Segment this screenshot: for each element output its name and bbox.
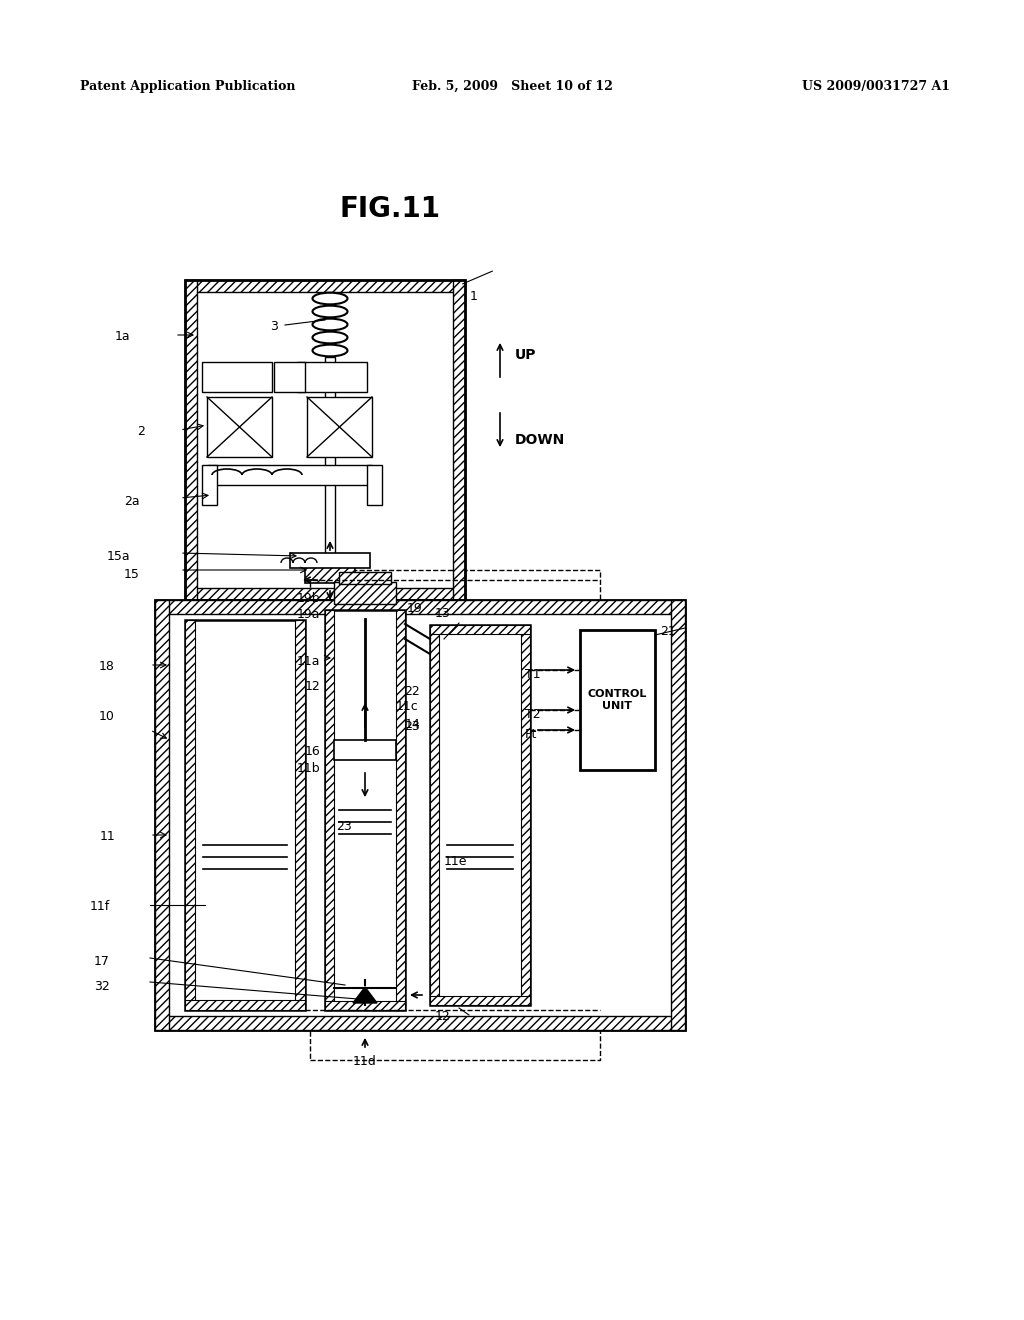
- Bar: [334, 582, 396, 605]
- Bar: [202, 465, 217, 506]
- Text: 11a: 11a: [297, 655, 319, 668]
- Text: 11b: 11b: [296, 762, 319, 775]
- Bar: [295, 620, 305, 1010]
- Text: 2: 2: [137, 425, 145, 438]
- Text: CONTROL
UNIT: CONTROL UNIT: [588, 689, 647, 710]
- Bar: [207, 397, 272, 457]
- Text: 13: 13: [435, 607, 451, 620]
- Bar: [185, 280, 465, 292]
- Text: Pt: Pt: [525, 729, 538, 741]
- Bar: [671, 601, 685, 1030]
- Bar: [290, 553, 370, 568]
- Text: Feb. 5, 2009   Sheet 10 of 12: Feb. 5, 2009 Sheet 10 of 12: [412, 81, 612, 92]
- Bar: [185, 1001, 305, 1010]
- Bar: [155, 601, 685, 1030]
- Bar: [521, 624, 530, 1005]
- Bar: [430, 624, 439, 1005]
- Text: 18: 18: [99, 660, 115, 673]
- Bar: [297, 362, 367, 392]
- Bar: [430, 997, 530, 1005]
- Bar: [307, 397, 372, 457]
- Bar: [155, 601, 685, 614]
- Text: 1a: 1a: [115, 330, 130, 343]
- Text: FIG.11: FIG.11: [340, 195, 440, 223]
- Text: 16: 16: [304, 744, 319, 758]
- Bar: [367, 465, 382, 506]
- Bar: [325, 356, 335, 578]
- Text: 22: 22: [404, 685, 420, 698]
- Text: 19: 19: [407, 602, 423, 615]
- Text: 11f: 11f: [90, 900, 110, 913]
- Bar: [310, 570, 600, 1060]
- Bar: [430, 624, 530, 1005]
- Text: 3: 3: [270, 319, 278, 333]
- Text: 11d: 11d: [353, 1055, 377, 1068]
- Bar: [430, 624, 530, 634]
- Polygon shape: [353, 987, 377, 1003]
- Bar: [334, 741, 396, 760]
- Text: 2a: 2a: [124, 495, 140, 508]
- Bar: [155, 1016, 685, 1030]
- Bar: [339, 572, 391, 583]
- Bar: [396, 610, 406, 1010]
- Bar: [185, 280, 197, 601]
- Bar: [453, 280, 465, 601]
- Bar: [185, 620, 195, 1010]
- Bar: [185, 280, 465, 601]
- Text: Patent Application Publication: Patent Application Publication: [80, 81, 296, 92]
- Text: 12: 12: [435, 1010, 451, 1023]
- Text: 15a: 15a: [106, 550, 130, 564]
- Text: 12: 12: [304, 680, 319, 693]
- Text: 21: 21: [660, 624, 676, 638]
- Bar: [325, 610, 334, 1010]
- Text: 19b: 19b: [296, 591, 319, 605]
- Bar: [325, 1001, 406, 1010]
- Text: UP: UP: [515, 348, 537, 362]
- Text: US 2009/0031727 A1: US 2009/0031727 A1: [802, 81, 950, 92]
- Bar: [274, 362, 305, 392]
- Text: 23: 23: [336, 820, 352, 833]
- Bar: [325, 610, 406, 1010]
- Bar: [580, 630, 655, 770]
- Text: 1: 1: [470, 290, 478, 304]
- Bar: [202, 362, 272, 392]
- Text: DOWN: DOWN: [515, 433, 565, 447]
- Text: 19a: 19a: [297, 609, 319, 620]
- Text: 17: 17: [94, 954, 110, 968]
- Bar: [207, 465, 372, 484]
- Bar: [155, 601, 169, 1030]
- Bar: [185, 620, 305, 1010]
- Text: 15: 15: [124, 568, 140, 581]
- Text: T2: T2: [525, 708, 541, 721]
- Text: 14: 14: [404, 718, 420, 731]
- Text: 11: 11: [99, 830, 115, 843]
- Bar: [185, 587, 465, 601]
- Text: 11c: 11c: [395, 700, 418, 713]
- Text: 23: 23: [404, 719, 420, 733]
- Text: 10: 10: [99, 710, 115, 723]
- Text: 11e: 11e: [444, 855, 468, 869]
- Text: T1: T1: [525, 668, 541, 681]
- Bar: [305, 558, 355, 583]
- Text: 32: 32: [94, 979, 110, 993]
